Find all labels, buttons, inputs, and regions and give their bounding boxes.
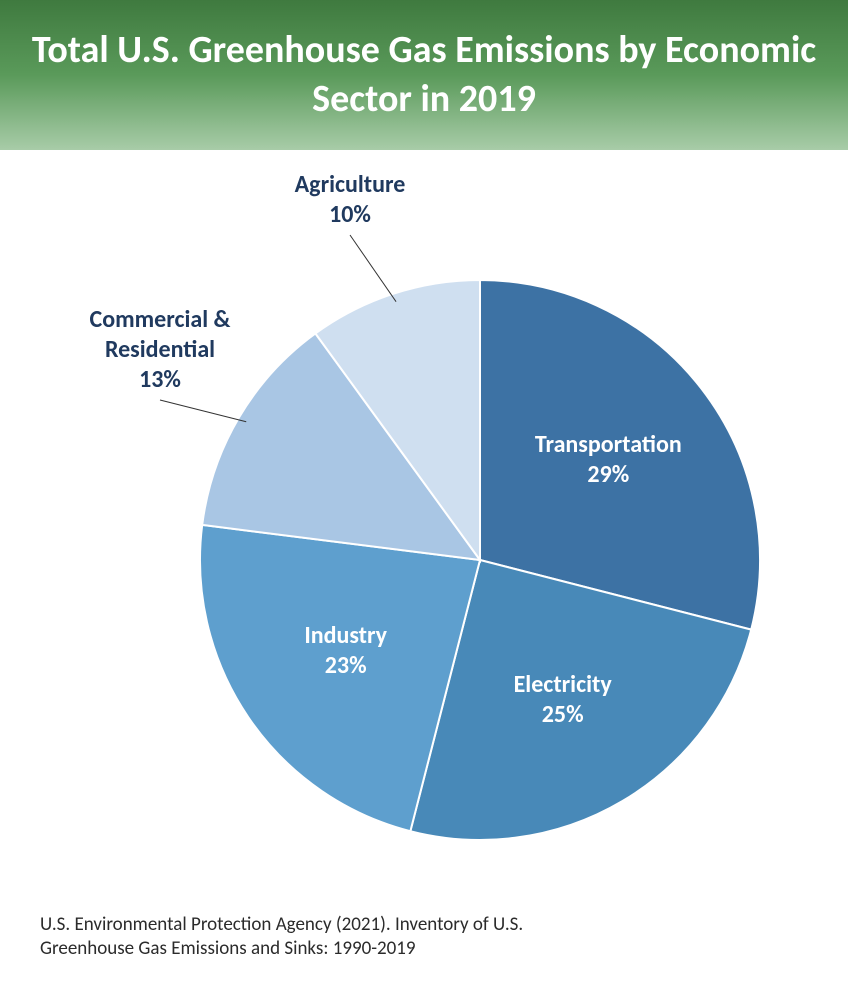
slice-label-agriculture: Agriculture10% bbox=[240, 170, 460, 230]
slice-label-electricity: Electricity25% bbox=[453, 670, 673, 730]
slice-label-transportation: Transportation29% bbox=[498, 430, 718, 490]
citation-line-2: Greenhouse Gas Emissions and Sinks: 1990… bbox=[40, 937, 523, 962]
leader-line bbox=[160, 400, 246, 422]
leader-line bbox=[350, 235, 396, 302]
slice-label-industry: Industry23% bbox=[236, 621, 456, 681]
chart-title: Total U.S. Greenhouse Gas Emissions by E… bbox=[30, 26, 818, 125]
header-banner: Total U.S. Greenhouse Gas Emissions by E… bbox=[0, 0, 848, 150]
slice-label-commercial-residential: Commercial &Residential13% bbox=[50, 305, 270, 395]
citation-line-1: U.S. Environmental Protection Agency (20… bbox=[40, 913, 523, 938]
source-citation: U.S. Environmental Protection Agency (20… bbox=[40, 913, 523, 962]
pie-chart bbox=[0, 150, 848, 910]
pie-chart-area: Transportation29% Electricity25%Industry2… bbox=[0, 150, 848, 910]
